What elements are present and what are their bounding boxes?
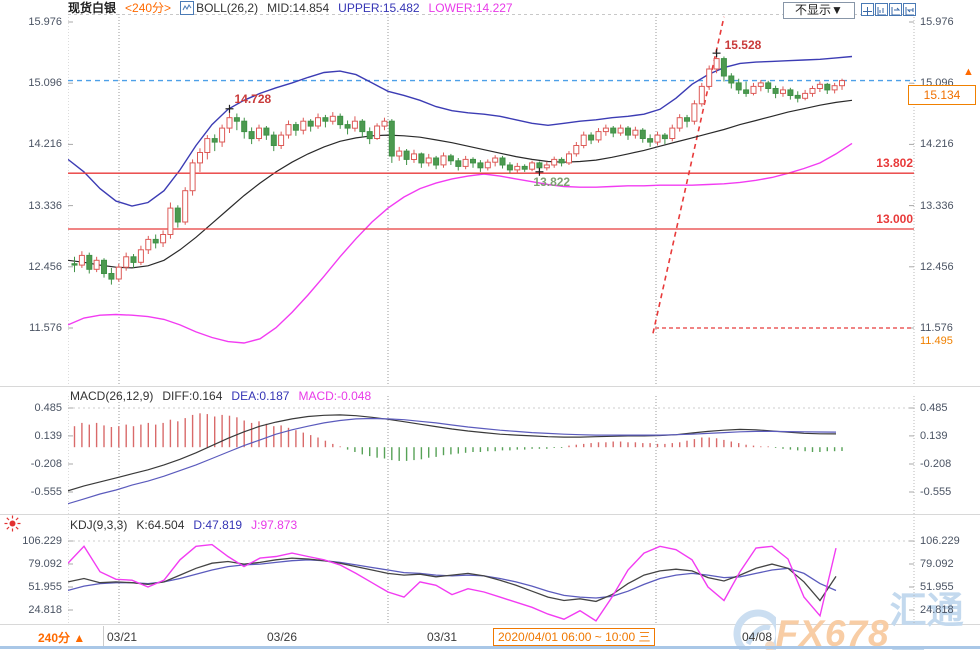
price-axis-label: 14.216 — [28, 138, 62, 151]
price-axis-label: 11.576 — [29, 322, 62, 334]
support-level-label-1: 13.802 — [876, 156, 913, 170]
time-axis-date-label: 03/26 — [266, 630, 298, 644]
watermark: FX678 汇通网 — [730, 580, 980, 650]
price-axis-label: 0.485 — [920, 402, 948, 414]
price-axis-label: 0.139 — [920, 429, 948, 442]
price-axis-label: -0.208 — [920, 457, 952, 470]
display-mode-dropdown[interactable]: 不显示▼ — [783, 2, 855, 19]
price-axis-label: 12.456 — [28, 260, 62, 273]
boll-mid-value: MID:14.854 — [267, 0, 330, 15]
price-axis-label: 13.336 — [920, 199, 954, 212]
crosshair-icon[interactable] — [861, 3, 874, 16]
timeframe-label[interactable]: <240分> — [125, 1, 172, 15]
price-annotation: 13.822 — [533, 175, 570, 189]
macd-macd-value: MACD:-0.048 — [298, 389, 372, 403]
price-axis-label: 24.818 — [920, 604, 954, 616]
price-axis-label: 51.955 — [920, 581, 954, 593]
price-axis-label: 0.485 — [34, 402, 62, 414]
price-axis-label: 79.092 — [920, 558, 954, 570]
kdj-name: KDJ(9,3,3) — [70, 518, 128, 532]
price-axis-label: 15.976 — [920, 16, 954, 28]
time-axis-date-label: 03/21 — [106, 630, 138, 644]
price-axis-label: -0.555 — [30, 486, 62, 498]
chart-header: 现货白银 <240分> BOLL(26,2) MID:14.854 UPPER:… — [68, 0, 513, 15]
kdj-header: KDJ(9,3,3) K:64.504 D:47.819 J:97.873 — [70, 518, 297, 532]
kdj-indicator-chart[interactable] — [68, 517, 916, 624]
macd-dea-value: DEA:0.187 — [231, 389, 290, 403]
low-reference-label: 11.495 — [920, 335, 953, 347]
boll-upper-value: UPPER:15.482 — [338, 0, 420, 15]
macd-diff-value: DIFF:0.164 — [162, 389, 223, 403]
pane-separator — [0, 514, 980, 515]
kdj-d-value: D:47.819 — [193, 518, 243, 532]
price-axis-label: 79.092 — [28, 558, 62, 570]
time-axis-separator — [103, 626, 104, 646]
live-blink-icon — [4, 515, 21, 537]
main-candlestick-chart[interactable]: 14.728 15.528 13.822 — [68, 14, 916, 386]
macd-indicator-chart[interactable] — [68, 396, 916, 514]
price-axis-label: 0.139 — [34, 429, 62, 442]
price-axis-label: 106.229 — [22, 535, 62, 547]
kdj-k-value: K:64.504 — [136, 518, 185, 532]
price-axis-label: 15.976 — [28, 16, 62, 28]
time-axis-date-label: 04/08 — [741, 630, 773, 644]
symbol-name: 现货白银 — [68, 1, 117, 15]
price-axis-label: 15.096 — [28, 77, 62, 90]
boll-indicator-label: BOLL(26,2) — [180, 0, 258, 15]
price-up-arrow-icon: ▲ — [963, 66, 974, 78]
price-annotation: 15.528 — [725, 38, 762, 52]
price-axis-label: 51.955 — [28, 581, 62, 593]
price-axis-label: 11.576 — [920, 322, 953, 334]
timeframe-button[interactable]: 240分 ▲ — [38, 631, 86, 645]
kdj-j-value: J:97.873 — [251, 518, 298, 532]
price-axis-label: -0.208 — [30, 457, 62, 470]
macd-name: MACD(26,12,9) — [70, 389, 154, 403]
bottom-edge-bar — [0, 646, 980, 649]
watermark-fx678: FX678 — [775, 613, 890, 650]
boll-lower-value: LOWER:14.227 — [428, 0, 513, 15]
price-axis-label: 24.818 — [28, 604, 62, 616]
price-axis-label: 106.229 — [920, 535, 960, 547]
axis-right-icon[interactable] — [903, 3, 916, 16]
axis-left-icon[interactable] — [889, 3, 902, 16]
price-axis-label: 12.456 — [920, 260, 954, 273]
macd-header: MACD(26,12,9) DIFF:0.164 DEA:0.187 MACD:… — [70, 389, 371, 403]
indicator-icon — [180, 0, 195, 15]
price-axis-label: 14.216 — [920, 138, 954, 151]
price-annotation: 14.728 — [235, 92, 272, 106]
current-price-badge: 15.134 — [908, 85, 976, 105]
time-axis-date-label: 03/31 — [426, 630, 458, 644]
pane-separator — [0, 624, 980, 625]
price-axis-label: -0.555 — [920, 486, 952, 498]
axis-frame-icon[interactable] — [875, 3, 888, 16]
price-axis-label: 13.336 — [28, 199, 62, 212]
pane-separator — [0, 386, 980, 387]
support-level-label-2: 13.000 — [876, 212, 913, 226]
selected-bar-time-label: 2020/04/01 06:00 ~ 10:00 三 — [493, 628, 656, 646]
